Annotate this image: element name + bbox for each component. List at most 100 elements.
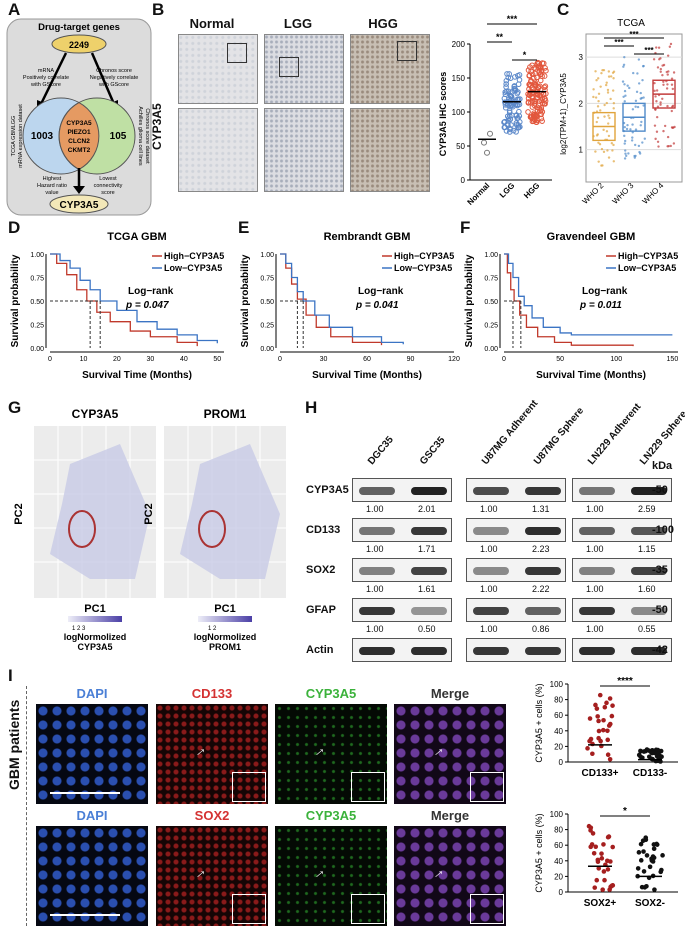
b-dot — [504, 71, 510, 77]
h-band — [525, 647, 561, 655]
i-c1-dot-pos — [607, 721, 613, 727]
i-inset — [351, 772, 385, 802]
km-e-title: Rembrandt GBM — [324, 231, 411, 243]
c-point — [606, 88, 610, 92]
b-dot — [526, 72, 533, 79]
g-legend2-gene: PROM1 — [209, 642, 241, 652]
b-ytick-label: 0 — [461, 176, 466, 185]
i-c2-dot-neg — [651, 842, 657, 847]
b-x-hgg: HGG — [522, 181, 541, 200]
b-dot — [537, 71, 544, 78]
h-quant: 1.15 — [638, 544, 656, 554]
h-band — [359, 527, 395, 535]
h-blot — [572, 518, 672, 542]
i-c2-dot-pos — [596, 866, 602, 871]
h-blot — [352, 638, 452, 662]
a-right-arrow-3: with GScore — [98, 82, 129, 88]
g-legend1-title: logNormolized — [64, 632, 127, 642]
c-point — [597, 77, 600, 80]
i-c2-dot-neg — [660, 853, 665, 858]
a-bottom-left-3: value — [45, 190, 58, 196]
b-row-label: CYP3A5 — [150, 103, 164, 150]
c-point — [631, 136, 634, 139]
c-point — [594, 70, 597, 73]
b-dot — [507, 102, 513, 109]
c-point — [655, 89, 659, 92]
i-inset — [351, 894, 385, 924]
ihc-hgg-low — [350, 34, 430, 104]
km-d-pvalue: p = 0.047 — [125, 300, 169, 311]
c-point — [602, 150, 606, 154]
b-dot — [515, 122, 522, 128]
c-point — [667, 144, 670, 148]
km-e-xtick: 120 — [448, 356, 460, 363]
b-dot — [506, 118, 512, 124]
c-chart: TCGA log2(TPM+1)_CYP3A5 1 2 3 *** *** *** WH… — [559, 18, 683, 206]
c-point — [630, 139, 634, 142]
i-c2-dot-neg — [643, 835, 649, 840]
km-f-ytick: 0.00 — [484, 346, 498, 353]
km-d-xtick: 30 — [146, 356, 154, 363]
i-chart-2: CYP3A5 + cells (%) 0 20 40 60 80 100 * SOX2+ SOX2… — [534, 806, 678, 909]
i-c2-dot-neg — [641, 869, 647, 874]
km-d: TCGA GBM Survival probability Survival Tim… — [10, 231, 224, 381]
i-c2-dot-pos — [592, 885, 598, 890]
b-x-lgg: LGG — [498, 181, 517, 200]
h-quant: 2.59 — [638, 504, 656, 514]
c-point — [665, 87, 669, 90]
h-band — [359, 647, 395, 655]
h-quant: 1.71 — [418, 544, 436, 554]
c-point — [639, 97, 642, 100]
h-quant: 1.00 — [586, 544, 604, 554]
panel-label-h: H — [305, 398, 318, 417]
i-c2-dot-pos — [601, 842, 606, 847]
c-point — [598, 143, 602, 146]
km-f-ytick: 0.50 — [484, 299, 498, 306]
h-lane-label: LN229 Sphere — [638, 408, 685, 468]
c-point — [653, 81, 656, 85]
b-sig-1: ** — [496, 32, 504, 42]
a-bottom-right-1: Lowest — [99, 176, 117, 182]
km-e-high-curve — [280, 253, 383, 346]
c-point — [623, 125, 627, 129]
km-d-ytick: 0.50 — [30, 299, 44, 306]
c-point — [654, 108, 657, 111]
h-band — [411, 607, 447, 615]
i-arrow-icon: → — [426, 861, 448, 883]
g-ylabel-1: PC2 — [13, 503, 25, 524]
km-e-legend-high: High−CYP3A5 — [394, 251, 454, 261]
c-point — [634, 105, 637, 108]
c-point — [612, 102, 616, 105]
c-point — [623, 89, 627, 93]
km-e-low-curve — [280, 253, 404, 345]
i-row1-image-2: → — [275, 704, 387, 804]
b-dot — [543, 67, 549, 74]
i-c2-dot-pos — [586, 823, 592, 829]
i-inset — [470, 772, 504, 802]
c-point — [597, 141, 600, 144]
h-band — [411, 487, 447, 495]
panel-label-a: A — [8, 0, 21, 19]
c-point — [666, 83, 669, 86]
i-c2-dot-pos — [609, 883, 615, 888]
c-point — [666, 104, 669, 108]
panel-label-c: C — [557, 0, 570, 19]
c-point — [637, 82, 641, 85]
panel-label-g: G — [8, 398, 22, 417]
km-d-ytick: 0.75 — [30, 276, 44, 283]
i-c1-ytick-label: 40 — [554, 727, 563, 736]
b-dot — [539, 118, 545, 124]
b-dot — [481, 139, 487, 146]
i-c1-dot-neg — [640, 755, 645, 761]
b-dot — [514, 115, 521, 122]
c-ylabel: log2(TPM+1)_CYP3A5 — [559, 73, 568, 155]
g-xlabel-2: PC1 — [214, 603, 235, 615]
c-point — [607, 134, 611, 138]
a-bottom-right-3: score — [101, 190, 114, 196]
c-ytick-label: 1 — [579, 146, 584, 155]
i-c1-x-neg: CD133- — [633, 768, 667, 779]
i-c1-ytick-label: 80 — [554, 696, 563, 705]
c-point — [592, 88, 595, 91]
i-c1-dot-pos — [607, 696, 613, 701]
c-point — [599, 85, 602, 88]
